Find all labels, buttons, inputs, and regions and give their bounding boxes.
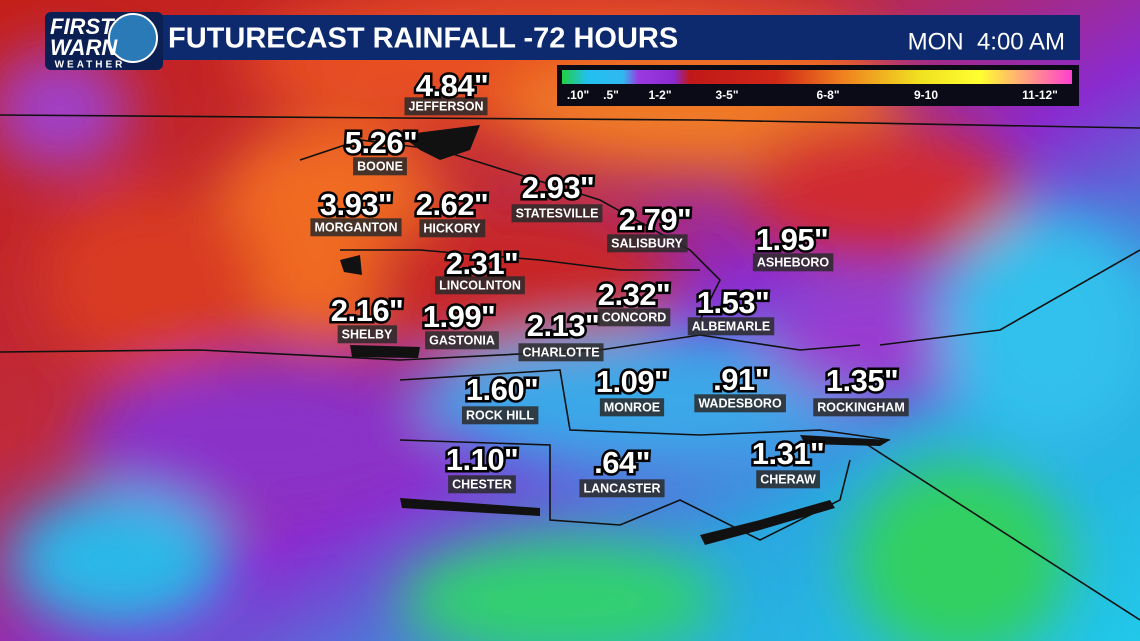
city-name: ALBEMARLE bbox=[692, 319, 770, 333]
rainfall-value: 2.62" bbox=[416, 187, 489, 222]
city-name-box bbox=[518, 343, 604, 362]
legend-scale bbox=[562, 70, 1072, 84]
city-name-box bbox=[310, 218, 402, 237]
rainfall-value: 1.09" bbox=[596, 364, 669, 399]
city-name: STATESVILLE bbox=[516, 206, 599, 220]
city-name-box bbox=[511, 204, 603, 223]
legend-label: 3-5" bbox=[715, 88, 738, 102]
rainfall-value: 2.93" bbox=[522, 170, 595, 205]
city-name: MONROE bbox=[604, 400, 660, 414]
city-name: CONCORD bbox=[602, 310, 667, 324]
city-name-box bbox=[813, 398, 909, 417]
logo-text: WARN bbox=[50, 35, 118, 60]
legend-label: .5" bbox=[603, 88, 619, 102]
city-name: LANCASTER bbox=[583, 481, 660, 495]
city-name-box bbox=[597, 308, 671, 327]
city-name: BOONE bbox=[357, 159, 403, 173]
legend-label: 9-10 bbox=[914, 88, 938, 102]
city-name-box bbox=[607, 234, 688, 253]
city-name: CHARLOTTE bbox=[522, 345, 599, 359]
city-name-box bbox=[435, 276, 525, 295]
city-name-box bbox=[404, 97, 488, 116]
rainfall-value: 1.31" bbox=[752, 436, 825, 471]
header: FIRST WARN WEATHER FUTURECAST RAINFALL -… bbox=[45, 12, 1080, 71]
city-name: WADESBORO bbox=[698, 396, 782, 410]
county-shadows bbox=[340, 125, 890, 545]
city-name: SALISBURY bbox=[611, 236, 683, 250]
rainfall-value: 2.13" bbox=[527, 308, 600, 343]
rainfall-value: .64" bbox=[594, 445, 650, 480]
boundaries bbox=[0, 114, 1140, 621]
rainfall-value: 1.53" bbox=[697, 285, 770, 320]
city-name-box bbox=[425, 331, 499, 350]
rainfall-value: 2.32" bbox=[598, 277, 671, 312]
city-name-box bbox=[353, 157, 407, 176]
city-name: CHESTER bbox=[452, 477, 512, 491]
city-name-box bbox=[599, 398, 665, 417]
city-name-box bbox=[687, 317, 775, 336]
logo-subtext: WEATHER bbox=[55, 60, 126, 71]
city-name-box bbox=[337, 325, 398, 344]
rainfall-value: 1.60" bbox=[466, 372, 539, 407]
rainfall-value: 2.79" bbox=[619, 202, 692, 237]
city-name: MORGANTON bbox=[314, 220, 397, 234]
city-name: ROCK HILL bbox=[466, 408, 534, 422]
city-name: HICKORY bbox=[423, 221, 481, 235]
time: MON 4:00 AM bbox=[908, 28, 1065, 55]
header-bar bbox=[150, 15, 1080, 60]
rainfall-value: 2.16" bbox=[331, 293, 404, 328]
rainfall-value: .91" bbox=[713, 362, 769, 397]
legend-label: 6-8" bbox=[816, 88, 839, 102]
rainfall-value: 1.99" bbox=[423, 299, 496, 334]
city-name-box bbox=[461, 406, 539, 425]
logo-radar bbox=[108, 13, 158, 63]
city-name-box bbox=[694, 394, 786, 413]
rainfall-value: 4.84" bbox=[416, 68, 489, 103]
rainfall-value: 1.95" bbox=[756, 222, 829, 257]
legend-label: 1-2" bbox=[648, 88, 671, 102]
logo-text: FIRST bbox=[50, 14, 115, 39]
rainfall-value: 3.93" bbox=[320, 187, 393, 222]
city-name-box bbox=[579, 479, 665, 498]
rainfall-value: 2.31" bbox=[446, 246, 519, 281]
city-name-box bbox=[419, 219, 486, 238]
city-name: GASTONIA bbox=[429, 333, 495, 347]
title: FUTURECAST RAINFALL -72 HOURS bbox=[168, 23, 678, 55]
city-name: CHERAW bbox=[760, 472, 816, 486]
city-name: ROCKINGHAM bbox=[817, 400, 905, 414]
city-name: ASHEBORO bbox=[757, 255, 830, 269]
rainfall-value: 5.26" bbox=[345, 125, 418, 160]
city-name: LINCOLNTON bbox=[439, 278, 521, 292]
city-name-box bbox=[448, 475, 516, 494]
rainfall-value: 1.35" bbox=[826, 363, 899, 398]
legend-label: 11-12" bbox=[1022, 88, 1058, 102]
legend-label: .10" bbox=[567, 88, 589, 102]
city-name: SHELBY bbox=[342, 327, 393, 341]
city-name: JEFFERSON bbox=[408, 99, 483, 113]
legend: .10" .5" 1-2" 3-5" 6-8" 9-10 11-12" bbox=[557, 65, 1079, 106]
city-name-box bbox=[752, 253, 834, 272]
city-name-box bbox=[756, 470, 820, 489]
rainfall-value: 1.10" bbox=[446, 442, 519, 477]
